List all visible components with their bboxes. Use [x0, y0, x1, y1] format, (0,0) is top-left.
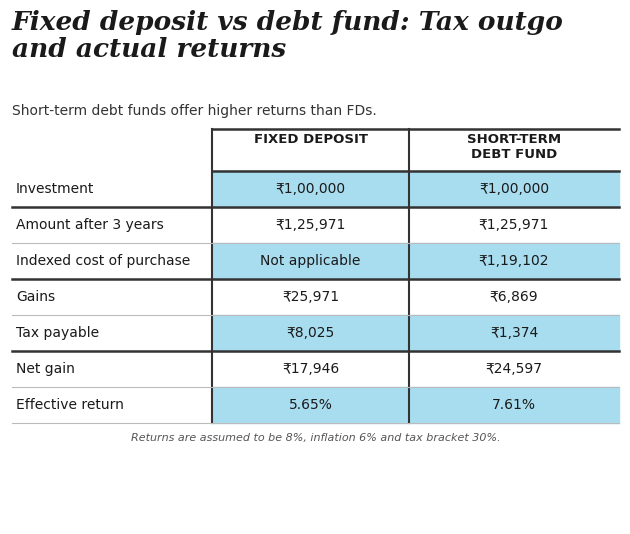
Text: ₹1,25,971: ₹1,25,971 [479, 218, 549, 232]
Text: ₹17,946: ₹17,946 [282, 362, 339, 376]
Text: ₹1,00,000: ₹1,00,000 [275, 182, 346, 196]
Text: ₹6,869: ₹6,869 [490, 290, 538, 304]
Text: ₹1,25,971: ₹1,25,971 [275, 218, 346, 232]
Text: ₹1,374: ₹1,374 [490, 326, 538, 340]
Bar [212, 171, 409, 207]
Text: Net gain: Net gain [16, 362, 75, 376]
Bar [212, 315, 409, 351]
Text: Returns are assumed to be 8%, inflation 6% and tax bracket 30%.: Returns are assumed to be 8%, inflation … [130, 433, 500, 443]
Text: Investment: Investment [16, 182, 94, 196]
Text: ₹1,19,102: ₹1,19,102 [479, 254, 549, 268]
Text: Gains: Gains [16, 290, 55, 304]
Bar [409, 171, 619, 207]
Bar [212, 243, 409, 279]
Text: Amount after 3 years: Amount after 3 years [16, 218, 164, 232]
Text: ₹1,00,000: ₹1,00,000 [479, 182, 549, 196]
Bar [212, 387, 409, 423]
Text: ₹25,971: ₹25,971 [282, 290, 339, 304]
Bar [409, 387, 619, 423]
Text: Tax payable: Tax payable [16, 326, 99, 340]
Text: FIXED DEPOSIT: FIXED DEPOSIT [253, 133, 367, 146]
Text: Indexed cost of purchase: Indexed cost of purchase [16, 254, 190, 268]
Bar [409, 315, 619, 351]
Text: 7.61%: 7.61% [492, 398, 536, 412]
Text: 5.65%: 5.65% [289, 398, 333, 412]
Text: SHORT-TERM
DEBT FUND: SHORT-TERM DEBT FUND [467, 133, 561, 161]
Text: ₹24,597: ₹24,597 [486, 362, 542, 376]
Text: Effective return: Effective return [16, 398, 124, 412]
Text: Short-term debt funds offer higher returns than FDs.: Short-term debt funds offer higher retur… [12, 104, 377, 118]
Bar [409, 243, 619, 279]
Text: ₹8,025: ₹8,025 [287, 326, 335, 340]
Text: Not applicable: Not applicable [260, 254, 361, 268]
Text: Fixed deposit vs debt fund: Tax outgo
and actual returns: Fixed deposit vs debt fund: Tax outgo an… [12, 10, 564, 62]
